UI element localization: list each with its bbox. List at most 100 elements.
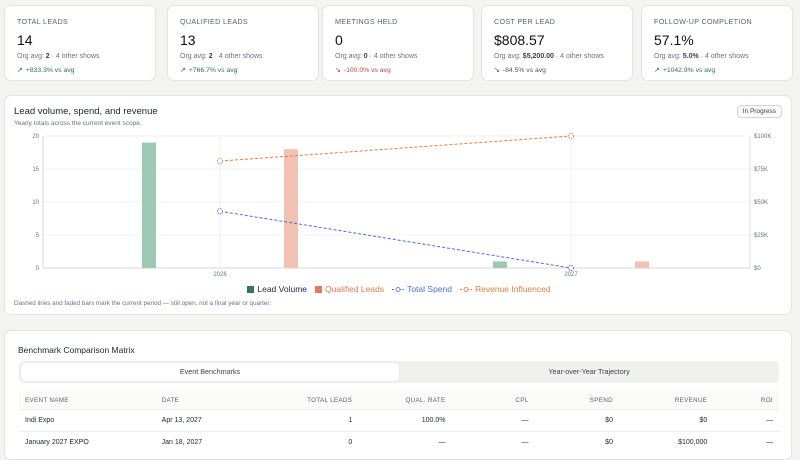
y-left-tick-label: 20 [32, 134, 39, 140]
col-cpl[interactable]: CPL [451, 391, 535, 410]
benchmark-matrix-card: Benchmark Comparison Matrix Event Benchm… [4, 330, 792, 460]
cell-total-leads: 1 [265, 409, 359, 432]
table-row[interactable]: January 2027 EXPO Jan 18, 2027 0 — — $0 … [19, 431, 779, 453]
kpi-value: 0 [335, 32, 343, 48]
trend-down-icon: ↘ [494, 67, 500, 74]
y-right-tick-label: $25K [754, 233, 768, 239]
y-right-tick-label: $0 [754, 266, 761, 272]
legend-item[interactable]: Revenue Influenced [459, 284, 551, 294]
chart-subtitle: Yearly totals across the current event s… [14, 120, 142, 127]
kpi-delta: ↗ +766.7% vs avg [180, 66, 238, 75]
y-left-tick-label: 10 [32, 200, 39, 206]
kpi-card: FOLLOW-UP COMPLETION 57.1% Org avg: 5.0% ·… [641, 5, 793, 81]
chart-title: Lead volume, spend, and revenue [14, 106, 158, 117]
table-row[interactable]: Indi Expo Apr 13, 2027 1 100.0% — $0 $0 … [19, 409, 779, 432]
line-total-spend [219, 210, 572, 269]
cell-spend: $0 [534, 431, 619, 453]
bar-lead-volume [493, 261, 507, 268]
cell-event-name: January 2027 EXPO [19, 431, 156, 453]
y-right-tick-label: $75K [754, 167, 768, 173]
kpi-row: TOTAL LEADS 14 Org avg: 2 · 4 other shows ↗… [4, 5, 796, 83]
chart-legend: Lead Volume Qualified Leads Total Spend Rev… [5, 284, 793, 294]
cell-event-name: Indi Expo [19, 409, 156, 432]
benchmark-table: EVENT NAME DATE TOTAL LEADS QUAL. RATE C… [19, 391, 779, 453]
status-badge: In Progress [736, 105, 782, 118]
cell-qual-rate: 100.0% [358, 409, 452, 432]
kpi-label: MEETINGS HELD [335, 17, 398, 26]
kpi-card: COST PER LEAD $808.57 Org avg: $5,200.00 ·… [481, 5, 633, 81]
kpi-org-avg: Org avg: 0 · 4 other shows [335, 53, 418, 60]
kpi-value: 13 [180, 32, 196, 48]
y-left-tick-label: 5 [36, 233, 40, 239]
point-revenue-influenced [567, 132, 575, 140]
col-roi[interactable]: ROI [713, 391, 779, 410]
cell-date: Apr 13, 2027 [155, 409, 266, 432]
kpi-label: QUALIFIED LEADS [180, 17, 249, 26]
table-header-row: EVENT NAME DATE TOTAL LEADS QUAL. RATE C… [19, 391, 779, 410]
kpi-label: TOTAL LEADS [17, 17, 69, 26]
kpi-delta: ↗ +1042.9% vs avg [654, 66, 716, 75]
legend-line-swatch [459, 286, 472, 292]
bar-qualified-leads [284, 149, 298, 268]
cell-spend: $0 [534, 409, 619, 432]
kpi-card: TOTAL LEADS 14 Org avg: 2 · 4 other shows ↗… [4, 5, 156, 81]
kpi-org-avg: Org avg: 5.0% · 4 other shows [654, 53, 749, 60]
cell-roi: — [713, 431, 779, 453]
line-revenue-influenced [219, 135, 572, 162]
bar-qualified-leads [635, 261, 649, 268]
trend-up-icon: ↗ [180, 67, 186, 74]
cell-revenue: $0 [618, 409, 714, 432]
matrix-tabs: Event Benchmarks Year-over-Year Trajecto… [19, 361, 779, 383]
col-event-name[interactable]: EVENT NAME [19, 391, 156, 410]
y-left-tick-label: 15 [32, 167, 39, 173]
kpi-value: 57.1% [654, 32, 694, 48]
legend-item[interactable]: Qualified Leads [315, 284, 384, 294]
kpi-org-avg: Org avg: $5,200.00 · 4 other shows [494, 53, 604, 60]
cell-revenue: $100,000 [618, 431, 714, 453]
cell-qual-rate: — [358, 431, 452, 453]
col-revenue[interactable]: REVENUE [618, 391, 714, 410]
cell-cpl: — [451, 431, 535, 453]
trend-down-icon: ↘ [335, 67, 341, 74]
cell-cpl: — [451, 409, 535, 432]
chart-note: Dashed lines and faded bars mark the cur… [14, 300, 271, 307]
matrix-title: Benchmark Comparison Matrix [18, 345, 135, 355]
x-tick-label: 2026 [213, 272, 227, 278]
x-tick-label: 2027 [564, 272, 578, 278]
trend-up-icon: ↗ [17, 67, 23, 74]
kpi-card: MEETINGS HELD 0 Org avg: 0 · 4 other shows… [322, 5, 474, 81]
tab-event-benchmarks[interactable]: Event Benchmarks [21, 363, 399, 381]
kpi-org-avg: Org avg: 2 · 4 other shows [180, 53, 263, 60]
y-left-tick-label: 0 [36, 266, 40, 272]
kpi-delta: ↘ -100.0% vs avg [335, 66, 391, 75]
col-date[interactable]: DATE [155, 391, 266, 410]
trend-chart-card: Lead volume, spend, and revenue Yearly t… [4, 95, 792, 315]
legend-item[interactable]: Total Spend [392, 284, 452, 294]
kpi-delta: ↗ +833.3% vs avg [17, 66, 75, 75]
kpi-value: 14 [17, 32, 33, 48]
legend-item[interactable]: Lead Volume [247, 284, 307, 294]
trend-up-icon: ↗ [654, 67, 660, 74]
legend-swatch [315, 285, 322, 293]
kpi-card: QUALIFIED LEADS 13 Org avg: 2 · 4 other sh… [167, 5, 319, 81]
point-total-spend [216, 208, 224, 215]
cell-total-leads: 0 [265, 431, 359, 453]
point-total-spend [567, 264, 575, 272]
point-revenue-influenced [216, 158, 224, 165]
y-right-tick-label: $100K [754, 134, 771, 140]
cell-date: Jan 18, 2027 [155, 431, 266, 453]
kpi-value: $808.57 [494, 32, 545, 48]
kpi-org-avg: Org avg: 2 · 4 other shows [17, 53, 100, 60]
cell-roi: — [713, 409, 779, 432]
col-spend[interactable]: SPEND [534, 391, 619, 410]
trend-chart: 0 5 10 15 20 $0 $25K $50K $75K $100K 2026 2027 [32, 132, 771, 278]
tab-year-over-year-trajectory[interactable]: Year-over-Year Trajectory [548, 367, 630, 376]
bar-lead-volume [142, 142, 156, 268]
col-total-leads[interactable]: TOTAL LEADS [265, 391, 359, 410]
kpi-label: FOLLOW-UP COMPLETION [654, 17, 752, 26]
col-qual-rate[interactable]: QUAL. RATE [358, 391, 452, 410]
legend-line-swatch [392, 286, 405, 292]
kpi-label: COST PER LEAD [494, 17, 556, 26]
legend-swatch [247, 285, 255, 293]
kpi-delta: ↘ -84.5% vs avg [494, 66, 546, 75]
